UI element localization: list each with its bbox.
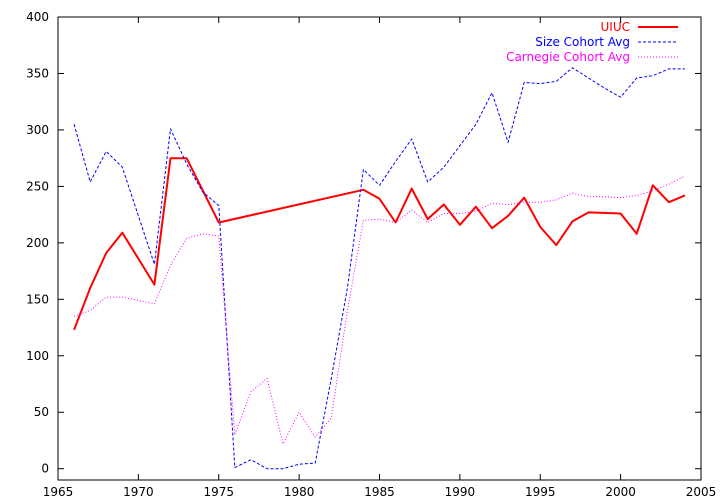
series-line-2 [73,67,685,470]
y-tick-label: 150 [26,292,49,306]
x-tick-label: 1990 [445,485,476,499]
series-line-3 [73,175,686,445]
plot-frame [57,16,702,481]
x-tick-label: 1975 [203,485,234,499]
y-axis: 0 50 100 150 200 250 300 350 400 [26,10,701,476]
x-axis: 1965 1970 1975 1980 1985 1990 1995 2000 2005 [43,17,717,499]
y-tick-label: 350 [26,66,49,80]
legend-label: UIUC [601,20,630,34]
x-tick-label: 1980 [284,485,315,499]
y-tick-label: 200 [26,236,49,250]
series-lines [73,67,686,470]
x-tick-label: 1965 [43,485,74,499]
x-tick-label: 1995 [525,485,556,499]
legend-label: Carnegie Cohort Avg [506,50,630,64]
series-line-1 [73,157,686,331]
y-tick-label: 300 [26,123,49,137]
y-tick-label: 250 [26,179,49,193]
x-tick-label: 2000 [605,485,636,499]
legend-label: Size Cohort Avg [535,35,630,49]
y-tick-label: 100 [26,349,49,363]
x-tick-label: 2005 [686,485,717,499]
y-tick-label: 400 [26,10,49,24]
y-tick-label: 0 [41,462,49,476]
x-tick-label: 1970 [123,485,154,499]
y-tick-label: 50 [34,405,49,419]
x-tick-label: 1985 [364,485,395,499]
